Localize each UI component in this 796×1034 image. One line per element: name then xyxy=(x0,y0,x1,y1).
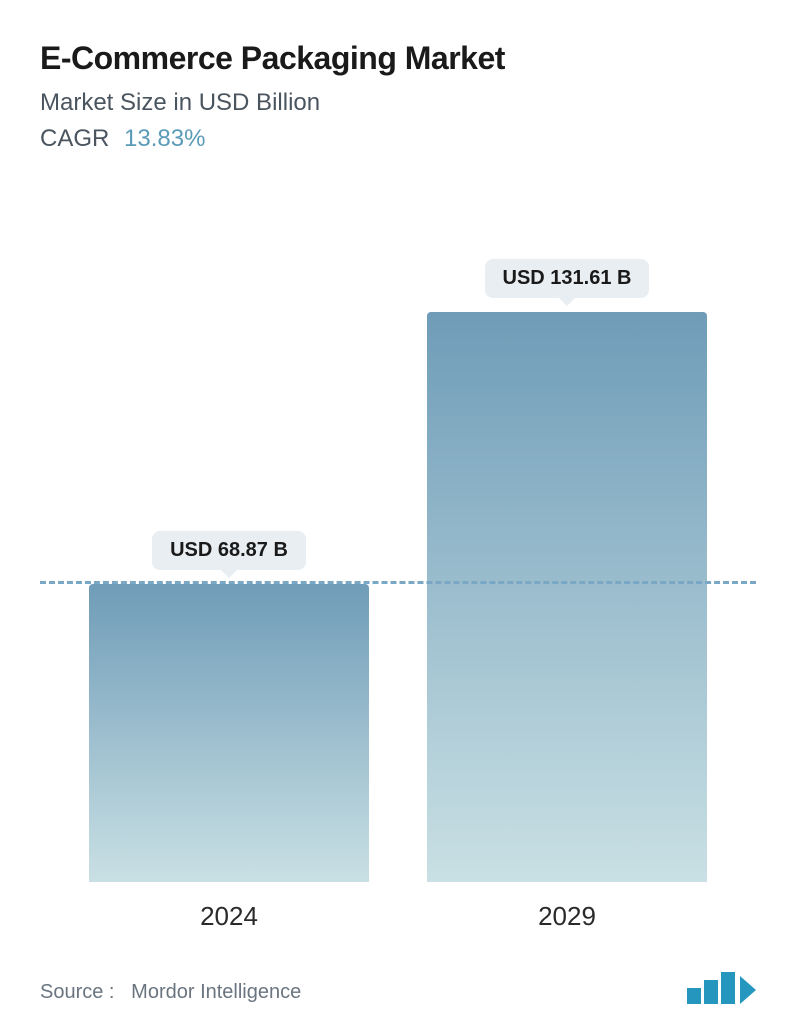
year-label: 2024 xyxy=(200,901,258,932)
brand-logo-icon xyxy=(687,972,756,1004)
logo-chevron-icon xyxy=(740,976,756,1004)
chart-subtitle: Market Size in USD Billion xyxy=(40,89,756,117)
cagr-label: CAGR xyxy=(40,125,109,152)
chart-container: E-Commerce Packaging Market Market Size … xyxy=(0,0,796,1034)
reference-line xyxy=(40,581,756,584)
chart-footer: Source : Mordor Intelligence xyxy=(40,952,756,1004)
value-label: USD 68.87 B xyxy=(152,531,306,570)
cagr-row: CAGR 13.83% xyxy=(40,125,756,153)
bars-wrapper: USD 68.87 B2024USD 131.61 B2029 xyxy=(60,262,736,882)
chart-title: E-Commerce Packaging Market xyxy=(40,40,756,77)
bar-group-2029: USD 131.61 B2029 xyxy=(427,259,707,882)
source-text: Source : Mordor Intelligence xyxy=(40,981,301,1004)
chart-area: USD 68.87 B2024USD 131.61 B2029 xyxy=(60,193,736,952)
logo-bar-icon xyxy=(721,972,735,1004)
bar xyxy=(89,584,369,882)
logo-bar-icon xyxy=(687,988,701,1004)
bar xyxy=(427,312,707,882)
year-label: 2029 xyxy=(538,901,596,932)
value-label: USD 131.61 B xyxy=(485,259,650,298)
source-label: Source : xyxy=(40,981,114,1003)
cagr-value: 13.83% xyxy=(124,125,205,152)
logo-bar-icon xyxy=(704,980,718,1004)
source-name: Mordor Intelligence xyxy=(131,981,301,1003)
